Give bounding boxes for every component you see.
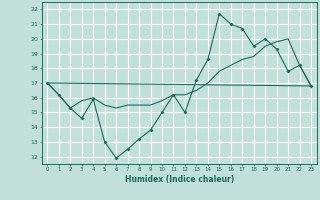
X-axis label: Humidex (Indice chaleur): Humidex (Indice chaleur) bbox=[124, 175, 234, 184]
